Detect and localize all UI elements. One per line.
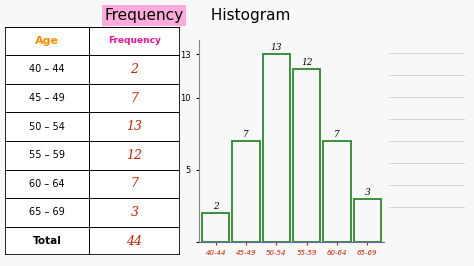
Text: 12: 12 — [301, 58, 312, 66]
Text: 12: 12 — [127, 149, 143, 162]
Bar — [293, 69, 320, 242]
Text: 65 – 69: 65 – 69 — [29, 207, 65, 218]
Text: Histogram: Histogram — [206, 8, 291, 23]
Bar — [232, 141, 260, 242]
Text: 7: 7 — [243, 130, 249, 139]
Text: Total: Total — [32, 236, 61, 246]
Text: 45 – 49: 45 – 49 — [29, 93, 65, 103]
Text: 40 – 44: 40 – 44 — [29, 64, 64, 74]
Text: 3: 3 — [365, 188, 370, 197]
Text: 50 – 54: 50 – 54 — [29, 122, 65, 132]
Text: 7: 7 — [130, 92, 138, 105]
Text: 44: 44 — [127, 235, 143, 248]
Bar — [323, 141, 351, 242]
Text: 3: 3 — [130, 206, 138, 219]
Text: 13: 13 — [127, 120, 143, 133]
Bar — [354, 199, 381, 242]
Text: 7: 7 — [334, 130, 340, 139]
Text: 60 – 64: 60 – 64 — [29, 179, 64, 189]
Text: Frequency: Frequency — [104, 8, 183, 23]
Text: 13: 13 — [271, 43, 282, 52]
Text: 2: 2 — [130, 63, 138, 76]
Text: Frequency: Frequency — [108, 36, 161, 45]
Text: Age: Age — [35, 36, 59, 46]
Text: 55 – 59: 55 – 59 — [29, 150, 65, 160]
Bar — [202, 213, 229, 242]
Text: 2: 2 — [213, 202, 219, 211]
Text: 7: 7 — [130, 177, 138, 190]
Bar — [263, 54, 290, 242]
FancyBboxPatch shape — [5, 27, 180, 255]
